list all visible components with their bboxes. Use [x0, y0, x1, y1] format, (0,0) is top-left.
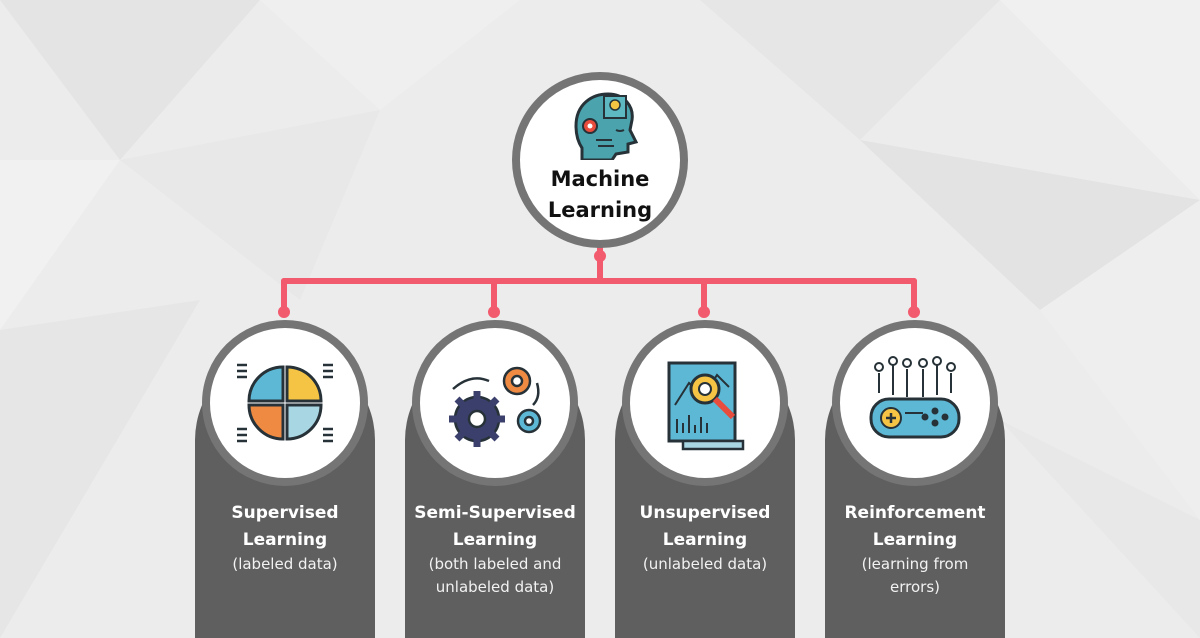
- semi-supervised-title: Semi-Supervised Learning: [414, 503, 576, 550]
- supervised-circle: [202, 320, 368, 486]
- root-title: Machine Learning: [547, 167, 653, 222]
- data-analysis-magnifier-icon: [667, 361, 745, 451]
- quadrant-pie-chart-icon: [237, 363, 333, 443]
- reinforcement-circle: [832, 320, 998, 486]
- gears-icon: [449, 366, 542, 447]
- brain-puzzle-head-icon: [574, 92, 638, 160]
- machine-learning-node: Machine Learning: [512, 72, 688, 248]
- reinforcement-subtitle: (learning from errors): [861, 555, 969, 596]
- unsupervised-subtitle: (unlabeled data): [642, 555, 768, 573]
- supervised-title: Supervised Learning: [231, 503, 339, 550]
- unsupervised-circle: [622, 320, 788, 486]
- supervised-subtitle: (labeled data): [232, 555, 338, 573]
- semi-supervised-circle: [412, 320, 578, 486]
- reinforcement-title: Reinforcement Learning: [844, 503, 986, 550]
- game-controller-icon: [869, 356, 961, 439]
- semi-supervised-subtitle: (both labeled and unlabeled data): [428, 555, 562, 596]
- unsupervised-title: Unsupervised Learning: [639, 503, 771, 550]
